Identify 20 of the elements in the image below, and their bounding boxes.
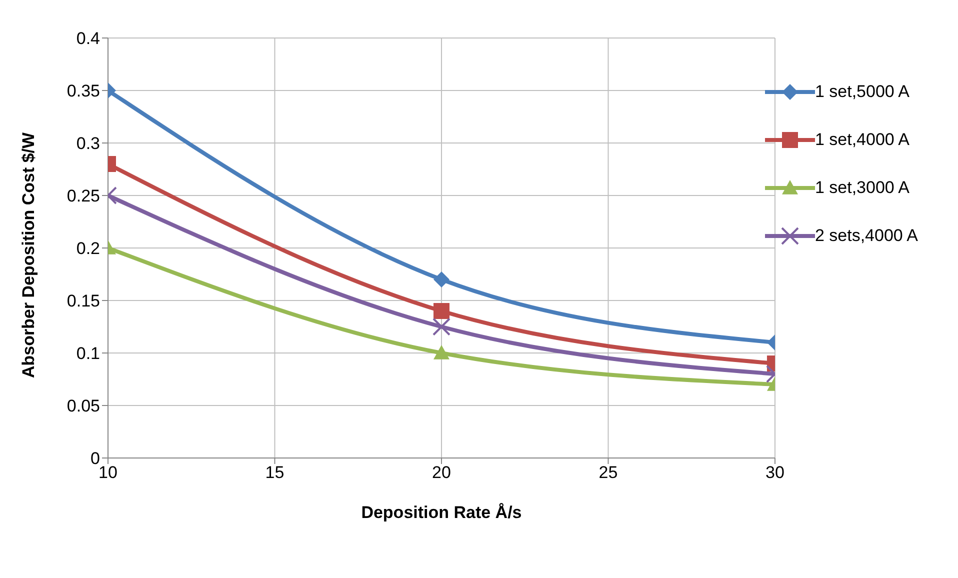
y-tick-label: 0.35 xyxy=(66,82,100,101)
x-tick-label: 25 xyxy=(598,463,618,482)
y-tick-label: 0.2 xyxy=(76,239,100,258)
x-axis-title: Deposition Rate Å/s xyxy=(361,503,522,522)
legend-label: 2 sets,4000 A xyxy=(814,226,918,246)
y-axis-title: Absorber Deposition Cost $/W xyxy=(19,131,38,378)
y-tick-label: 0.3 xyxy=(76,134,100,154)
legend-label: 1 set,4000 A xyxy=(814,130,910,150)
y-tick-label: 0.4 xyxy=(76,29,100,48)
y-tick-label: 0.15 xyxy=(66,292,100,311)
x-tick-label: 15 xyxy=(265,463,284,482)
x-tick-label: 30 xyxy=(766,463,784,482)
x-tick-label: 20 xyxy=(432,463,451,482)
y-tick-label: 0.1 xyxy=(76,344,100,364)
y-tick-label: 0.25 xyxy=(66,186,100,206)
y-tick-label: 0.05 xyxy=(66,396,100,416)
y-tick-label: 0 xyxy=(90,449,100,468)
x-tick-label: 10 xyxy=(98,463,118,482)
legend-label: 1 set,5000 A xyxy=(814,82,910,102)
legend-label: 1 set,3000 A xyxy=(814,178,910,198)
